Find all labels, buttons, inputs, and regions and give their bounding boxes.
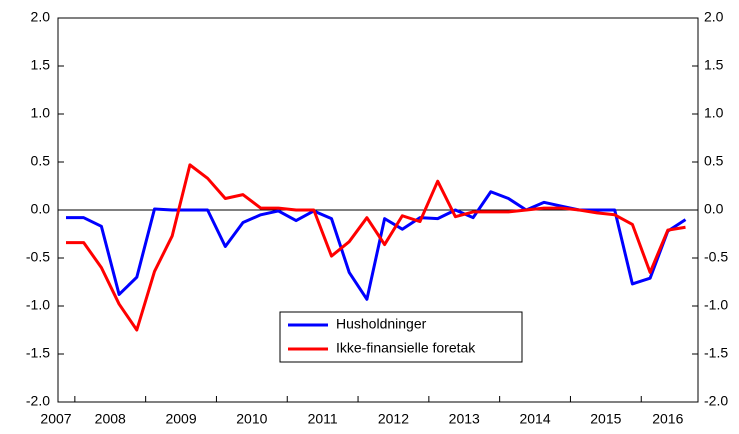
y-tick-label: -2.0 [26, 393, 50, 409]
x-tick-label: 2011 [308, 411, 338, 427]
x-tick-label: 2010 [236, 411, 267, 427]
y2-tick-label: 2.0 [704, 9, 724, 25]
y-tick-label: -1.0 [26, 297, 50, 313]
x-tick-label: 2016 [652, 411, 683, 427]
x-tick-label: 2009 [165, 411, 196, 427]
legend-box [279, 311, 523, 363]
y2-tick-label: 1.0 [704, 105, 724, 121]
y-tick-label: 1.0 [31, 105, 51, 121]
legend-label: Husholdninger [336, 316, 427, 332]
series-line [66, 163, 686, 332]
y-tick-label: -0.5 [26, 249, 50, 265]
y-tick-label: 1.5 [31, 57, 51, 73]
x-tick-label: 2015 [590, 411, 621, 427]
y2-tick-label: -2.0 [704, 393, 728, 409]
y-tick-label: 0.5 [31, 153, 51, 169]
x-tick-label: 2013 [449, 411, 480, 427]
y-tick-label: 0.0 [31, 201, 51, 217]
y-tick-label: 2.0 [31, 9, 51, 25]
y-tick-label: -1.5 [26, 345, 50, 361]
y2-tick-label: -1.5 [704, 345, 728, 361]
x-tick-label: 2007 [40, 411, 71, 427]
series-line [66, 190, 687, 301]
y2-tick-label: 0.5 [704, 153, 724, 169]
x-tick-label: 2014 [519, 411, 550, 427]
x-tick-label: 2008 [95, 411, 126, 427]
y2-tick-label: 0.0 [704, 201, 724, 217]
y2-tick-label: -1.0 [704, 297, 728, 313]
x-tick-label: 2012 [378, 411, 409, 427]
legend-label: Ikke-finansielle foretak [336, 340, 476, 356]
y2-tick-label: 1.5 [704, 57, 724, 73]
y2-tick-label: -0.5 [704, 249, 728, 265]
